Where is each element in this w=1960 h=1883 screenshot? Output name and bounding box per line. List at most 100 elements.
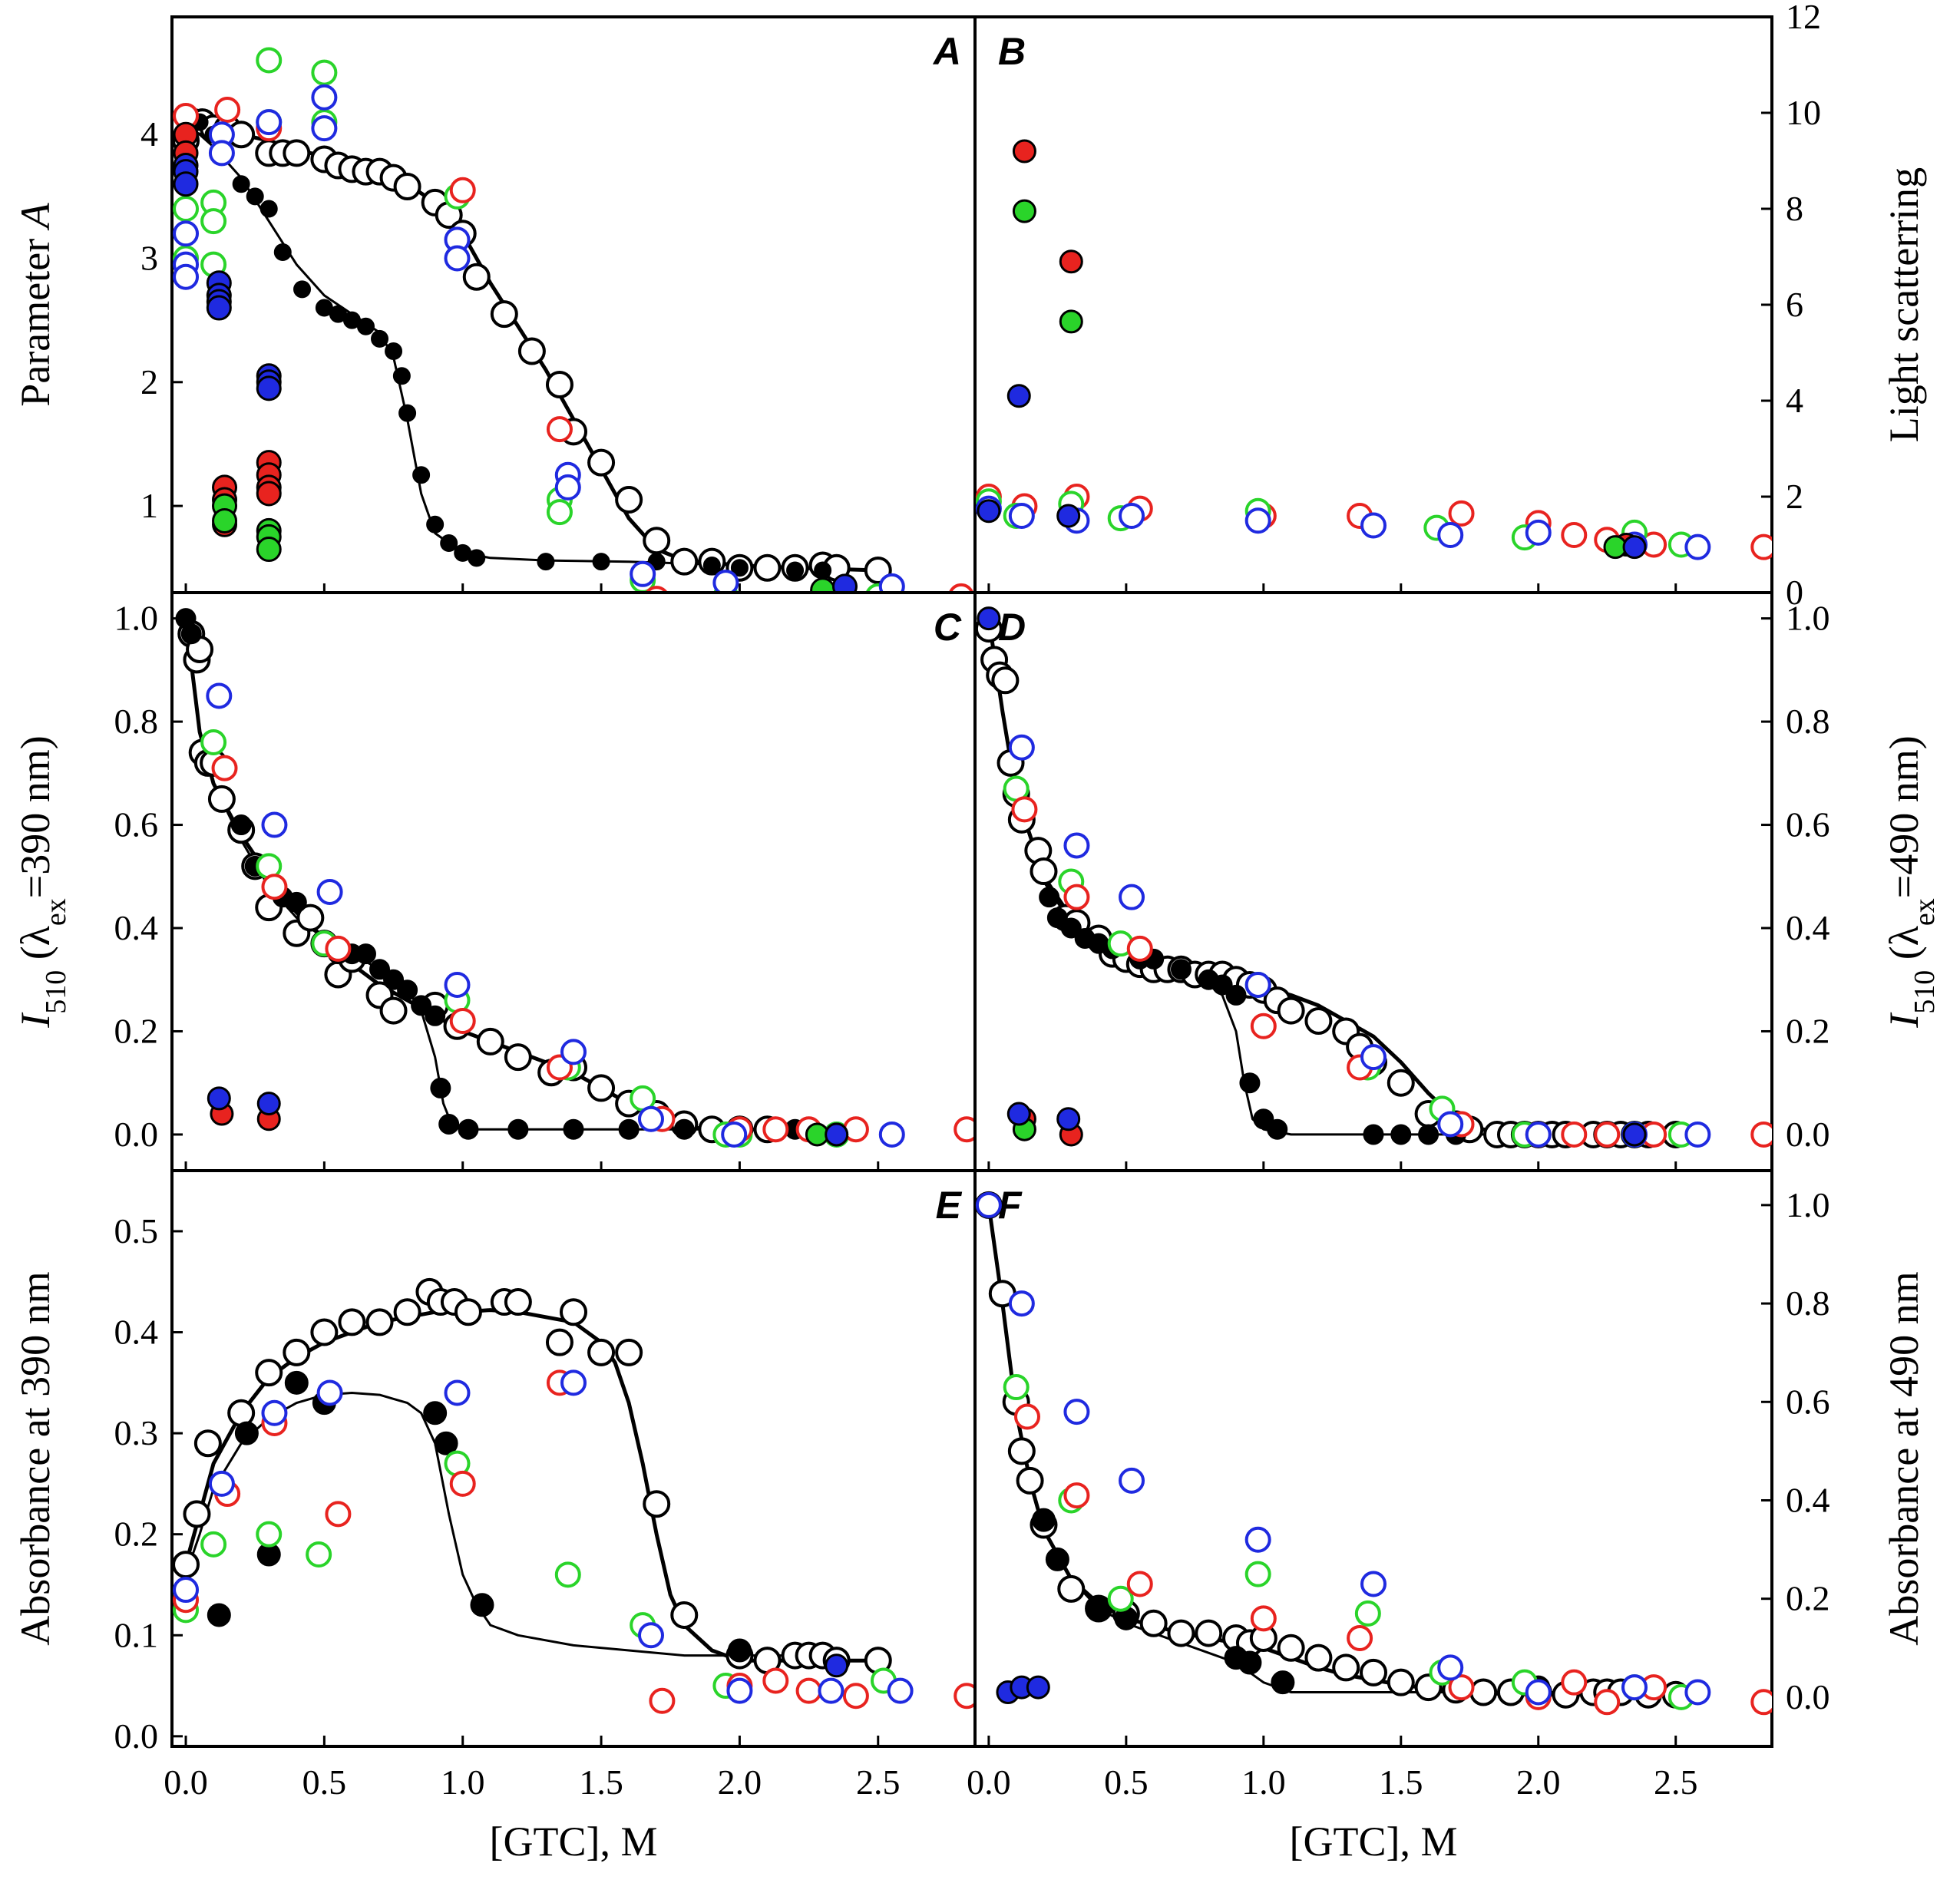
data-point-open-black [1057,1574,1086,1603]
data-point-open-black [1332,1653,1360,1682]
data-point-open-black [1277,996,1305,1025]
data-point-open-black [1304,1643,1333,1672]
data-point-filled-black [1418,1124,1439,1145]
data-point-blue [261,811,288,838]
data-point-open-black [283,139,311,167]
data-point-open-black [296,904,325,932]
y-tick-label: 0.0 [1786,1677,1830,1716]
data-point-red [261,874,288,900]
data-point-filled-black [1170,959,1192,980]
data-point-blue [1437,522,1464,548]
panel-F: 0.0 0.2 0.4 0.6 0.8 1.0 0.0 0.5 1.0 1.5 2.0 2.5 [GTC… [967,1169,1927,1865]
data-point-red [214,96,241,123]
data-point-filled-black [423,1401,448,1425]
data-point-filled-blue [1056,1107,1081,1131]
data-point-open-black [1167,1619,1195,1647]
data-point-filled-blue [825,1122,849,1147]
panel-frame [973,1169,1773,1748]
plot-area [172,47,974,593]
data-point-open-black [1277,1634,1305,1662]
data-point-filled-blue [825,1653,849,1678]
data-point-open-black [207,785,236,813]
data-point-blue [1119,503,1145,529]
data-point-blue [444,971,471,998]
x-tick-label: 2.0 [1516,1762,1561,1802]
data-point-filled-black [273,243,292,261]
y-tick-label: 12 [1786,0,1821,36]
data-point-filled-black [507,1118,529,1140]
y-tick-label: 0.2 [114,1011,159,1050]
data-point-open-black [1387,1069,1415,1097]
data-point-blue [206,682,233,709]
y-tick-label: 10 [1786,93,1821,132]
fit-curve [987,1204,1676,1697]
data-point-filled-black [397,979,418,1001]
y-tick-label: 4 [1786,381,1803,420]
data-point-open-black [545,371,573,399]
data-point-filled-black [293,280,312,299]
data-point-red [762,1667,789,1694]
data-point-open-black [283,1338,311,1366]
plot-area [975,1191,1772,1716]
panel-B: 0 2 4 6 8 10 12 Light scatterring B [973,0,1927,612]
y-axis-label-part: Parameter [12,228,58,406]
data-point-red [1594,1121,1621,1148]
data-point-red [1063,884,1090,910]
panel-frame [170,591,977,1172]
data-point-green [554,1561,581,1588]
y-tick-label: 0.6 [114,805,159,844]
data-point-green [200,1531,227,1558]
data-point-filled-blue [1056,504,1081,528]
data-point-filled-black [1238,1650,1262,1675]
y-axis-label-part: (λ [12,926,58,970]
data-point-blue [560,1039,587,1065]
data-point-filled-black [468,549,486,567]
y-axis-label-part: A [12,202,58,230]
panel-letter: D [998,606,1026,649]
data-point-filled-black [430,1077,451,1098]
data-point-filled-blue [1622,1122,1647,1147]
data-point-blue [1525,519,1552,546]
y-axis-label-part: 510 [1909,970,1941,1014]
data-point-red [1750,1689,1772,1716]
x-tick-label: 0.0 [967,1762,1011,1802]
data-point-filled-black [286,891,307,913]
x-tick-label: 0.0 [164,1762,208,1802]
panel-C: 0.0 0.2 0.4 0.6 0.8 1.0 I510 (λex=390 nm) C [12,591,977,1172]
panel-letter: E [936,1184,963,1227]
plot-area [975,606,1772,1148]
y-axis-label-part: ex [1909,898,1941,926]
data-point-blue [878,573,905,593]
y-tick-label: 0.2 [1786,1011,1830,1050]
data-point-open-black [379,996,408,1025]
y-axis-label-part: =490 nm) [1881,735,1927,898]
data-point-open-black [227,1399,256,1427]
data-point-filled-green [256,537,282,563]
data-point-blue [1008,734,1035,761]
data-point-blue [261,1399,288,1426]
data-point-blue [630,560,656,587]
data-point-open-black [643,527,671,555]
x-tick-label: 0.5 [302,1762,347,1802]
y-axis-label-part: I [12,1012,58,1029]
data-point-filled-black [1390,1124,1412,1145]
y-axis-label-part: (λ [1881,926,1927,970]
data-point-green [256,1521,283,1548]
y-tick-label: 2 [140,362,158,401]
data-point-green [311,59,338,86]
data-point-red [325,935,352,962]
data-point-filled-blue [977,499,1001,524]
data-point-blue [554,474,581,500]
data-point-filled-black [398,404,417,422]
data-point-open-black [587,1338,616,1366]
y-axis-label-part: 510 [40,970,72,1014]
x-tick-label: 2.5 [1654,1762,1698,1802]
data-point-red [649,1687,676,1714]
y-tick-label: 0.8 [1786,702,1830,741]
data-point-blue [1063,832,1090,859]
data-point-filled-black [425,1005,446,1026]
data-point-red [645,586,669,593]
y-tick-label: 0.2 [1786,1579,1830,1618]
data-point-filled-black [592,553,610,571]
y-tick-label: 0.0 [114,1716,159,1756]
